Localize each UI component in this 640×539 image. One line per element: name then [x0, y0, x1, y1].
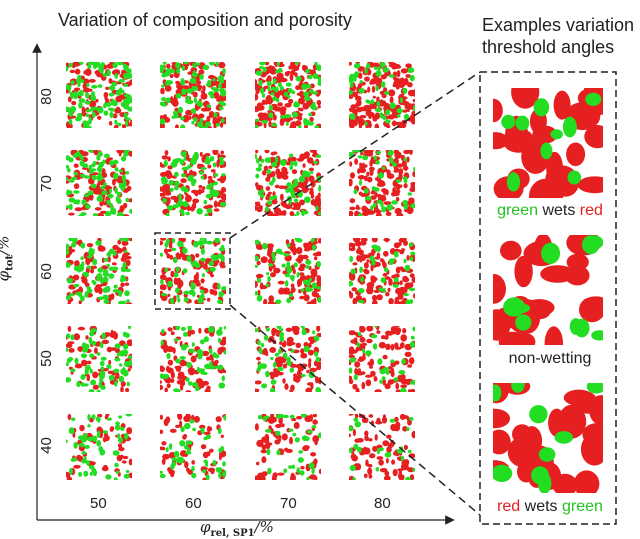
microstructure-tile [66, 238, 132, 304]
y-tick-60: 60 [37, 263, 55, 280]
microstructure-tile [160, 238, 226, 304]
microstructure-tile [255, 150, 321, 216]
microstructure-tile [255, 62, 321, 128]
x-tick-70: 70 [280, 495, 297, 512]
y-tick-80: 80 [37, 88, 55, 105]
y-axis-label-sub: tot [4, 254, 16, 271]
highlight-box [154, 232, 231, 310]
caption-green-wets-red: green wets red [488, 202, 612, 220]
microstructure-grid [66, 62, 415, 480]
x-tick-80: 80 [374, 495, 391, 512]
examples-title-line2: threshold angles [482, 37, 615, 57]
microstructure-tile [349, 414, 415, 480]
zoom-line-top [229, 71, 481, 239]
x-axis-label-unit: /% [254, 518, 274, 536]
microstructure-tile [66, 150, 132, 216]
figure-title: Variation of composition and porosity [58, 10, 352, 30]
caption1-part1: green [497, 202, 538, 219]
microstructure-tile [160, 326, 226, 392]
examples-panel [479, 71, 617, 525]
caption-red-wets-green: red wets green [488, 498, 612, 516]
caption3-part1: red [497, 498, 521, 515]
caption1-part2: wets [542, 202, 576, 219]
example-microstructure-1 [493, 88, 603, 198]
microstructure-tile [160, 150, 226, 216]
microstructure-tile [160, 414, 226, 480]
microstructure-tile [66, 326, 132, 392]
examples-title-line1: Examples variation [482, 15, 635, 35]
microstructure-tile [255, 414, 321, 480]
example-microstructure-3 [493, 383, 603, 493]
x-axis-label-sub: rel, SP1 [210, 528, 255, 539]
caption3-part3: green [562, 498, 603, 515]
microstructure-tile [160, 62, 226, 128]
x-tick-50: 50 [90, 495, 107, 512]
microstructure-tile [66, 414, 132, 480]
y-tick-50: 50 [37, 350, 55, 367]
caption-non-wetting: non-wetting [508, 350, 592, 367]
microstructure-tile [349, 238, 415, 304]
microstructure-tile [255, 238, 321, 304]
y-tick-40: 40 [37, 437, 55, 454]
x-axis-label: φrel, SP1/% [200, 518, 274, 539]
caption3-part2: wets [524, 498, 558, 515]
caption1-part3: red [579, 202, 603, 219]
examples-images [493, 88, 603, 493]
y-axis-label-unit: /% [0, 235, 13, 255]
microstructure-tile [349, 326, 415, 392]
microstructure-tile [349, 150, 415, 216]
y-tick-70: 70 [37, 175, 55, 192]
example-microstructure-2 [493, 235, 603, 345]
microstructure-tile [255, 326, 321, 392]
microstructure-tile [66, 62, 132, 128]
y-axis-label: φtot/% [0, 236, 15, 282]
y-axis-label-main: φ [0, 271, 12, 282]
x-axis-label-main: φ [200, 518, 211, 536]
x-tick-60: 60 [185, 495, 202, 512]
zoom-line-bottom [229, 304, 481, 516]
microstructure-tile [349, 62, 415, 128]
